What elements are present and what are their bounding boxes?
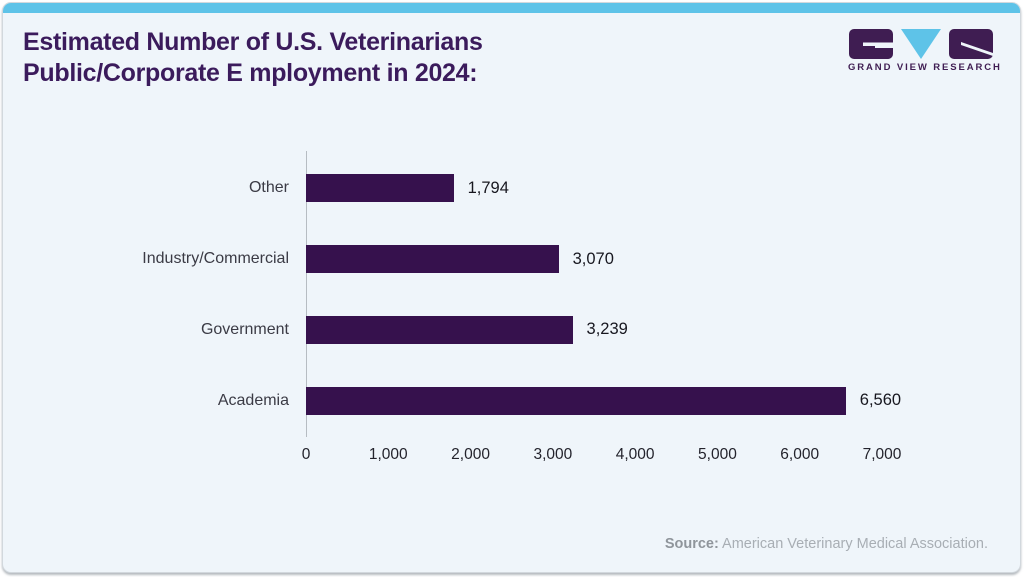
chart-row: Government 3,239 xyxy=(3,295,963,366)
value-label: 3,070 xyxy=(572,249,614,268)
bar xyxy=(306,315,573,344)
chart-row: Other 1,794 xyxy=(3,153,963,224)
x-tick-label: 3,000 xyxy=(533,446,573,463)
bar-area: 1,794 xyxy=(306,174,882,203)
value-label: 3,239 xyxy=(586,320,628,339)
grand-view-research-logo: GRAND VIEW RESEARCH xyxy=(848,29,1002,73)
x-tick-label: 7,000 xyxy=(862,446,902,463)
value-label: 1,794 xyxy=(467,178,509,197)
category-label: Government xyxy=(200,320,289,338)
category-label: Industry/Commercial xyxy=(142,250,289,268)
x-tick-label: 6,000 xyxy=(780,446,820,463)
category-label: Other xyxy=(248,179,289,197)
bar xyxy=(306,386,846,415)
bar xyxy=(306,245,559,274)
source-text: American Veterinary Medical Association. xyxy=(718,536,988,552)
bar-area: 6,560 xyxy=(306,386,901,415)
bar xyxy=(306,174,454,203)
logo-text: GRAND VIEW RESEARCH xyxy=(848,62,1002,73)
x-tick-label: 1,000 xyxy=(368,446,408,463)
page-title-line1: Estimated Number of U.S. Veterinarians xyxy=(23,28,483,56)
chart-rows: Other 1,794 Industry/Commercial 3,070 Govern… xyxy=(3,153,963,436)
value-label: 6,560 xyxy=(859,391,902,410)
x-tick-label: 0 xyxy=(301,446,311,463)
page-title: Estimated Number of U.S. Veterinarians P… xyxy=(23,27,483,89)
top-accent-bar xyxy=(3,3,1020,13)
bar-area: 3,239 xyxy=(306,315,882,344)
x-tick-label: 4,000 xyxy=(615,446,655,463)
y-axis-line xyxy=(306,151,307,437)
gvr-logo-icon xyxy=(849,29,993,59)
source-note: Source: American Veterinary Medical Asso… xyxy=(665,536,988,552)
page-title-line2: Public/Corporate E mployment in 2024: xyxy=(23,59,478,87)
chart-row: Industry/Commercial 3,070 xyxy=(3,224,963,295)
chart-row: Academia 6,560 xyxy=(3,365,963,436)
x-tick-label: 5,000 xyxy=(698,446,737,463)
x-tick-label: 2,000 xyxy=(451,446,490,463)
source-label: Source: xyxy=(664,536,719,552)
category-label: Academia xyxy=(217,391,289,409)
x-ticks: 0 1,000 2,000 3,000 4,000 5,000 6,000 7,000 xyxy=(302,446,902,468)
bar-area: 3,070 xyxy=(306,245,882,274)
